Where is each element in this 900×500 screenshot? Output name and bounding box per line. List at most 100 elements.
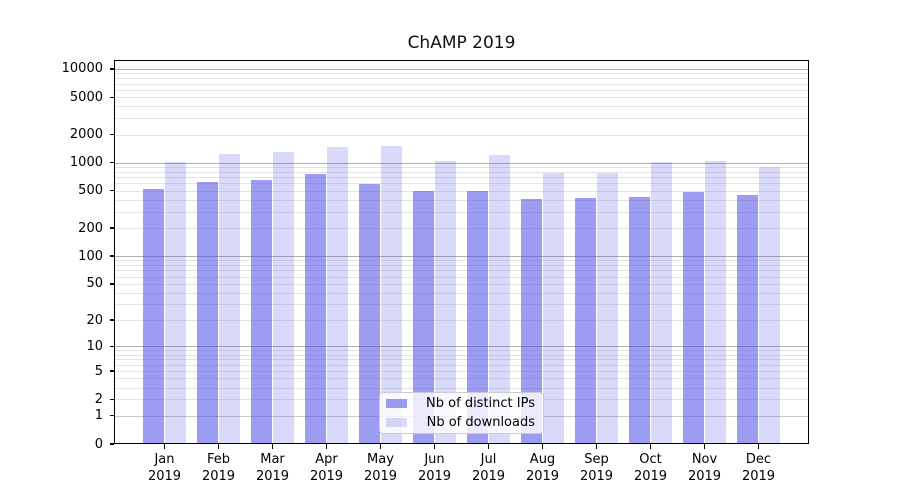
major-gridline bbox=[114, 68, 809, 70]
x-tick-mark bbox=[487, 444, 490, 449]
y-axis-tick-label: 5000 bbox=[69, 89, 103, 105]
minor-gridline bbox=[114, 359, 809, 361]
x-tick-mark bbox=[541, 444, 544, 449]
bar-distinct-ips-feb bbox=[196, 181, 218, 444]
y-axis-tick-label: 500 bbox=[78, 183, 103, 199]
minor-gridline bbox=[114, 73, 809, 75]
minor-gridline bbox=[114, 190, 809, 192]
x-tick-mark bbox=[649, 444, 652, 449]
minor-gridline bbox=[114, 83, 809, 85]
x-tick-mark bbox=[217, 444, 220, 449]
minor-gridline bbox=[114, 283, 809, 285]
x-axis-tick-label: Jul 2019 bbox=[471, 452, 506, 484]
minor-gridline bbox=[114, 199, 809, 201]
plot-area bbox=[114, 59, 809, 444]
y-axis: 10000 5000 2000 1000 500 200 100 50 20 10 5 2 1 0 bbox=[0, 60, 114, 451]
minor-gridline bbox=[114, 260, 809, 262]
bar-downloads-jan bbox=[164, 161, 186, 444]
bar-downloads-apr bbox=[326, 147, 348, 444]
y-axis-tick-label: 2 bbox=[94, 391, 103, 407]
y-axis-tick-label: 10000 bbox=[61, 61, 103, 77]
y-tick-mark bbox=[110, 398, 114, 400]
major-gridline bbox=[114, 256, 809, 258]
bar-distinct-ips-oct bbox=[628, 197, 650, 444]
legend-label-distinct-ips: Nb of distinct IPs bbox=[426, 396, 535, 411]
minor-gridline bbox=[114, 265, 809, 267]
bar-downloads-oct bbox=[650, 161, 672, 444]
legend-item-distinct-ips: Nb of distinct IPs bbox=[386, 396, 535, 412]
y-tick-mark bbox=[110, 227, 114, 229]
y-axis-tick-label: 2000 bbox=[69, 127, 103, 142]
y-tick-mark bbox=[110, 283, 114, 285]
bar-distinct-ips-jul bbox=[466, 190, 488, 444]
minor-gridline bbox=[114, 276, 809, 278]
minor-gridline bbox=[114, 211, 809, 213]
bar-distinct-ips-jun bbox=[412, 190, 434, 444]
y-axis-tick-label: 100 bbox=[78, 248, 103, 264]
x-axis-tick-label: Mar 2019 bbox=[255, 452, 290, 484]
bar-distinct-ips-may bbox=[358, 183, 380, 444]
bar-downloads-jul bbox=[488, 155, 510, 444]
x-tick-mark bbox=[325, 444, 328, 449]
y-axis-tick-label: 50 bbox=[86, 276, 103, 292]
y-axis-tick-label: 20 bbox=[86, 312, 103, 328]
minor-gridline bbox=[114, 171, 809, 173]
x-axis-tick-label: May 2019 bbox=[363, 452, 398, 484]
legend: Nb of distinct IPs Nb of downloads bbox=[379, 392, 544, 434]
minor-gridline bbox=[114, 364, 809, 366]
bar-distinct-ips-sep bbox=[574, 197, 596, 444]
x-tick-mark bbox=[379, 444, 382, 449]
y-tick-mark bbox=[110, 443, 114, 445]
x-axis-tick-label: Aug 2019 bbox=[525, 452, 560, 484]
minor-gridline bbox=[114, 166, 809, 168]
x-tick-mark bbox=[595, 444, 598, 449]
bar-distinct-ips-jan bbox=[142, 188, 164, 444]
bar-downloads-dec bbox=[758, 167, 780, 444]
minor-gridline bbox=[114, 177, 809, 179]
x-tick-mark bbox=[271, 444, 274, 449]
y-axis-tick-label: 5 bbox=[94, 363, 103, 379]
bar-distinct-ips-aug bbox=[520, 198, 542, 444]
bar-distinct-ips-dec bbox=[736, 194, 758, 444]
minor-gridline bbox=[114, 387, 809, 389]
major-gridline bbox=[114, 346, 809, 348]
bar-distinct-ips-apr bbox=[304, 174, 326, 444]
minor-gridline bbox=[114, 89, 809, 91]
bar-distinct-ips-mar bbox=[250, 179, 272, 444]
x-tick-mark bbox=[703, 444, 706, 449]
x-axis-tick-label: Jun 2019 bbox=[417, 452, 452, 484]
minor-gridline bbox=[114, 118, 809, 119]
minor-gridline bbox=[114, 378, 809, 380]
x-axis-tick-label: Oct 2019 bbox=[633, 452, 668, 484]
y-tick-mark bbox=[110, 68, 114, 70]
y-tick-mark bbox=[110, 319, 114, 321]
y-tick-mark bbox=[110, 345, 114, 347]
x-axis-tick-label: Jan 2019 bbox=[147, 452, 182, 484]
y-tick-mark bbox=[110, 162, 114, 164]
y-tick-mark bbox=[110, 415, 114, 417]
legend-label-downloads: Nb of downloads bbox=[426, 415, 535, 430]
major-gridline bbox=[114, 162, 809, 164]
minor-gridline bbox=[114, 183, 809, 185]
bar-downloads-jun bbox=[434, 161, 456, 444]
minor-gridline bbox=[114, 270, 809, 272]
x-axis-tick-label: Apr 2019 bbox=[309, 452, 344, 484]
bar-downloads-nov bbox=[704, 160, 726, 444]
chart-title: ChAMP 2019 bbox=[407, 33, 516, 53]
legend-item-downloads: Nb of downloads bbox=[386, 415, 535, 431]
legend-swatch-distinct-ips bbox=[386, 398, 407, 409]
y-tick-mark bbox=[110, 370, 114, 372]
minor-gridline bbox=[114, 304, 809, 306]
x-axis-tick-label: Dec 2019 bbox=[741, 452, 776, 484]
minor-gridline bbox=[114, 354, 809, 356]
x-axis-tick-label: Sep 2019 bbox=[579, 452, 614, 484]
minor-gridline bbox=[114, 106, 809, 108]
x-axis: Jan 2019 Feb 2019 Mar 2019 Apr 2019 May 2019 Jun 20… bbox=[114, 444, 809, 500]
y-tick-mark bbox=[110, 96, 114, 98]
minor-gridline bbox=[114, 228, 809, 230]
y-tick-mark bbox=[110, 133, 114, 136]
minor-gridline bbox=[114, 371, 809, 373]
minor-gridline bbox=[114, 134, 809, 136]
minor-gridline bbox=[114, 97, 809, 99]
